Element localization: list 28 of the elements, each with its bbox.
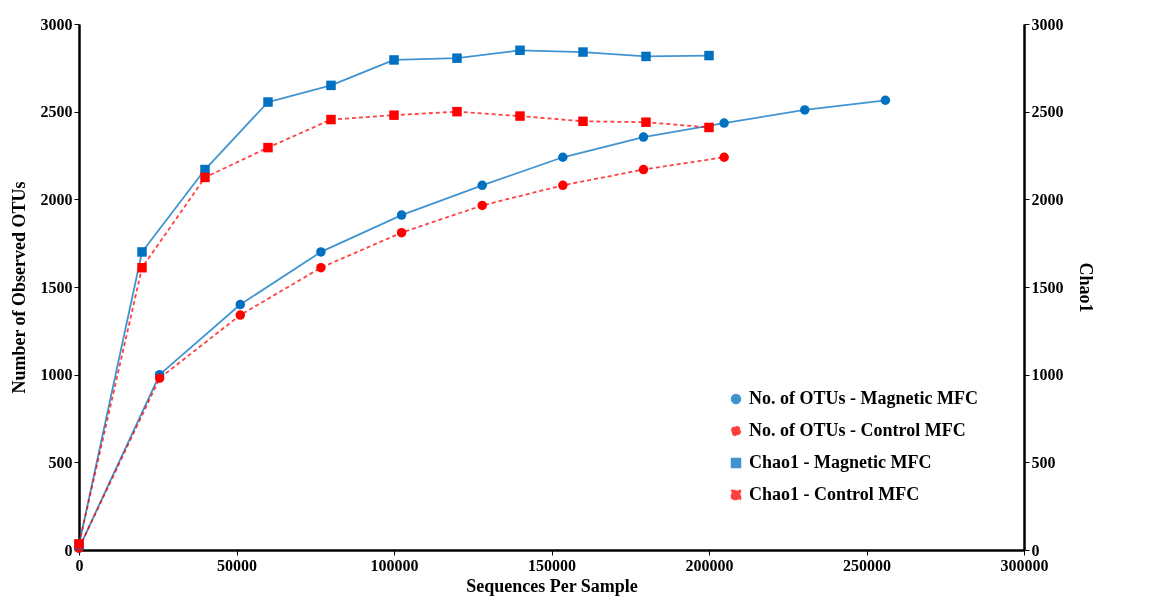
y2-tick-label: 500 — [1031, 453, 1056, 471]
y-tick-label: 1000 — [40, 366, 73, 384]
y2-tick-label: 3000 — [1031, 15, 1064, 33]
x-tick-label: 0 — [75, 556, 84, 574]
y-tick-label: 0 — [64, 541, 73, 559]
y-tick-label: 2500 — [40, 103, 73, 121]
y2-tick-label: 2500 — [1031, 103, 1064, 121]
x-tick-label: 50000 — [217, 556, 257, 574]
y2-tick-label: 0 — [1031, 541, 1040, 559]
x-tick-label: 100000 — [370, 556, 419, 574]
legend-label: Chao1 - Magnetic MFC — [749, 452, 932, 472]
y2-axis-title: Chao1 — [1075, 262, 1096, 313]
y2-tick-label: 1500 — [1031, 278, 1064, 296]
y-tick-label: 1500 — [40, 278, 73, 296]
x-tick-label: 200000 — [685, 556, 734, 574]
x-tick-label: 300000 — [1000, 556, 1049, 574]
y-tick-label: 500 — [48, 453, 73, 471]
x-tick-label: 150000 — [528, 556, 576, 574]
y-tick-label: 3000 — [40, 15, 73, 33]
legend-label: No. of OTUs - Control MFC — [749, 420, 966, 440]
y-axis-title: Number of Observed OTUs — [8, 181, 29, 394]
x-tick-label: 250000 — [843, 556, 891, 574]
y2-tick-label: 2000 — [1031, 190, 1064, 208]
x-axis-title: Sequences Per Sample — [466, 575, 638, 596]
y2-tick-label: 1000 — [1031, 366, 1064, 384]
legend-label: No. of OTUs - Magnetic MFC — [749, 388, 978, 408]
y-tick-label: 2000 — [40, 190, 73, 208]
legend-label: Chao1 - Control MFC — [749, 484, 920, 504]
